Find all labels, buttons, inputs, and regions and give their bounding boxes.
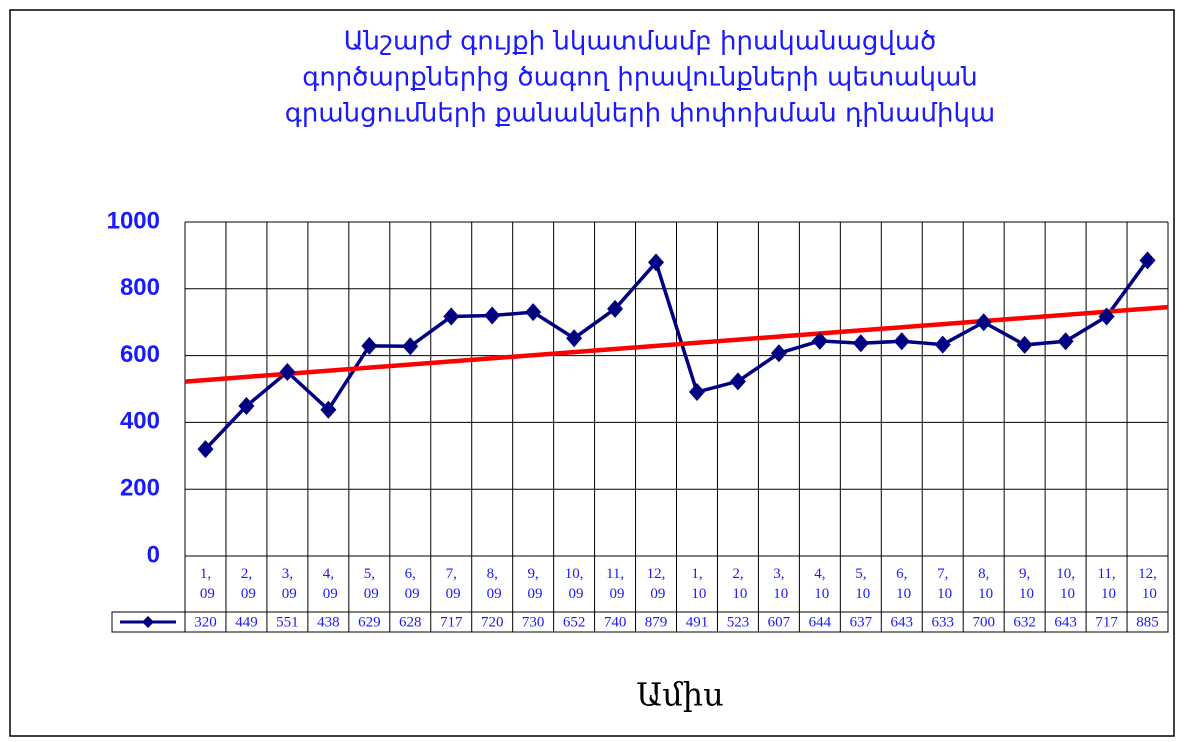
data-table-value: 652	[563, 614, 586, 630]
x-tick-label: 4, 09	[319, 566, 338, 602]
marker	[402, 337, 419, 356]
marker	[320, 400, 337, 419]
chart-title: Անշարժ գույքի նկատմամբ իրականացված	[344, 27, 937, 57]
marker	[1139, 251, 1156, 270]
data-table-value: 629	[358, 614, 381, 630]
marker	[279, 362, 296, 381]
marker	[770, 344, 787, 363]
y-tick-label: 600	[120, 341, 160, 368]
x-tick-label: 11, 09	[606, 566, 625, 602]
x-tick-label: 9, 09	[524, 566, 543, 602]
x-tick-label: 6, 10	[892, 566, 911, 602]
marker	[566, 329, 583, 348]
data-table-value: 491	[686, 614, 709, 630]
marker	[852, 334, 869, 353]
data-table-value: 717	[440, 614, 463, 630]
marker	[1098, 307, 1115, 326]
marker	[688, 383, 705, 402]
y-tick-label: 200	[120, 475, 160, 502]
x-tick-label: 2, 10	[729, 566, 748, 602]
x-tick-label: 8, 10	[974, 566, 993, 602]
x-tick-label: 5, 10	[851, 566, 870, 602]
data-table-value: 700	[972, 614, 995, 630]
data-table-value: 885	[1136, 614, 1159, 630]
x-tick-label: 12, 10	[1138, 566, 1157, 602]
x-tick-label: 5, 09	[360, 566, 379, 602]
chart-border	[9, 9, 1175, 737]
x-tick-label: 3, 09	[278, 566, 297, 602]
marker	[238, 397, 255, 416]
x-tick-label: 12, 09	[647, 566, 666, 602]
data-table-value: 438	[317, 614, 340, 630]
data-table-value: 643	[891, 614, 914, 630]
marker	[648, 253, 665, 272]
marker	[1016, 335, 1033, 354]
data-table-value: 633	[931, 614, 954, 630]
x-tick-label: 10, 10	[1056, 566, 1075, 602]
x-tick-label: 10, 09	[565, 566, 584, 602]
marker	[934, 335, 951, 354]
chart-title: գործարքներից ծագող իրավունքների պետական	[302, 63, 978, 93]
marker	[811, 331, 828, 350]
x-tick-label: 4, 10	[810, 566, 829, 602]
data-table-value: 523	[727, 614, 750, 630]
marker	[197, 440, 214, 459]
data-table-value: 740	[604, 614, 627, 630]
x-tick-label: 9, 10	[1015, 566, 1034, 602]
series-line	[204, 258, 1149, 451]
y-tick-label: 1000	[107, 207, 160, 234]
data-table-value: 607	[768, 614, 791, 630]
marker	[729, 372, 746, 391]
data-table-value: 632	[1013, 614, 1036, 630]
data-table-value: 720	[481, 614, 504, 630]
data-table-value: 551	[276, 614, 299, 630]
marker	[361, 336, 378, 355]
legend-marker	[142, 616, 154, 628]
marker	[484, 306, 501, 325]
marker	[607, 299, 624, 318]
data-table-value: 643	[1054, 614, 1077, 630]
data-table-value: 449	[235, 614, 258, 630]
x-tick-label: 7, 09	[442, 566, 461, 602]
marker	[893, 332, 910, 351]
data-table-value: 628	[399, 614, 422, 630]
marker	[1057, 332, 1074, 351]
x-tick-label: 7, 10	[933, 566, 952, 602]
x-tick-label: 1, 10	[688, 566, 707, 602]
marker	[975, 313, 992, 332]
data-table-value: 644	[809, 614, 832, 630]
data-table-value: 637	[850, 614, 873, 630]
y-tick-label: 800	[120, 274, 160, 301]
x-axis-label: Ամիս	[636, 676, 723, 714]
x-tick-label: 8, 09	[483, 566, 502, 602]
data-table-value: 717	[1095, 614, 1118, 630]
data-table-row	[111, 611, 1169, 633]
data-table-value: 320	[194, 614, 217, 630]
x-tick-label: 1, 09	[196, 566, 215, 602]
y-tick-label: 400	[120, 408, 160, 435]
data-table-value: 730	[522, 614, 545, 630]
x-tick-label: 11, 10	[1097, 566, 1116, 602]
y-tick-label: 0	[147, 541, 160, 568]
data-table-value: 879	[645, 614, 668, 630]
marker	[525, 303, 542, 322]
marker	[443, 307, 460, 326]
trend-line	[184, 304, 1169, 384]
chart-title: գրանցումների քանակների փոփոխման դինամիկա	[285, 99, 996, 129]
x-tick-label: 6, 09	[401, 566, 420, 602]
x-tick-label: 3, 10	[770, 566, 789, 602]
x-tick-label: 2, 09	[237, 566, 256, 602]
